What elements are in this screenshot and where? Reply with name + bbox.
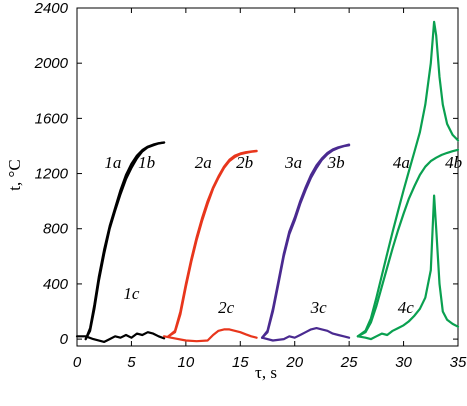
curve-label-2c: 2c (218, 298, 235, 317)
series-line-3c (261, 327, 351, 342)
plot-frame (76, 7, 459, 347)
y-tick-label: 800 (43, 221, 69, 238)
y-tick-label: 1600 (35, 110, 69, 127)
x-tick-label: 35 (450, 354, 467, 371)
axis-ticks: 0 5 10 15 20 25 30 35 0 400 800 1200 1600 2000 2400 (34, 0, 467, 371)
y-tick-label: 2000 (34, 55, 69, 72)
series-line-2b (167, 150, 258, 338)
series-line-4b (356, 148, 460, 338)
curve-label-2a: 2a (195, 153, 212, 172)
curve-label-4b: 4b (445, 153, 462, 172)
x-tick-label: 15 (232, 354, 249, 371)
curve-labels: 1a 1b 1c 2a 2b 2c 3a 3b 3c 4a 4b 4c (104, 153, 462, 317)
curve-label-4a: 4a (393, 153, 410, 172)
curve-label-3c: 3c (310, 298, 328, 317)
series-line-2c (163, 328, 258, 343)
x-tick-label: 5 (127, 354, 136, 371)
x-axis-title: τ, s (255, 363, 277, 382)
y-tick-label: 400 (43, 276, 69, 293)
plot-border (76, 7, 459, 347)
series-line-1b (84, 141, 166, 341)
x-tick-label: 20 (285, 354, 303, 371)
series-line-3a (261, 143, 351, 339)
series-line-3b (261, 144, 351, 339)
x-tick-label: 10 (178, 354, 195, 371)
series-line-4c (356, 194, 460, 341)
curve-label-1a: 1a (104, 153, 121, 172)
curve-label-3a: 3a (284, 153, 302, 172)
curve-label-3b: 3b (327, 153, 345, 172)
x-tick-label: 30 (395, 354, 412, 371)
y-axis-title: t, °C (5, 159, 24, 190)
x-tick-label: 25 (340, 354, 358, 371)
series-layer (75, 20, 460, 343)
curve-label-1c: 1c (123, 284, 140, 303)
series-line-1c (75, 331, 166, 343)
series-line-4a (356, 20, 460, 338)
curve-label-1b: 1b (138, 153, 155, 172)
y-tick-label: 1200 (35, 166, 69, 183)
y-tick-label: 0 (60, 331, 69, 348)
y-tick-label: 2400 (34, 0, 69, 17)
curve-label-2b: 2b (236, 153, 253, 172)
x-tick-label: 0 (73, 354, 82, 371)
curve-label-4c: 4c (398, 298, 415, 317)
